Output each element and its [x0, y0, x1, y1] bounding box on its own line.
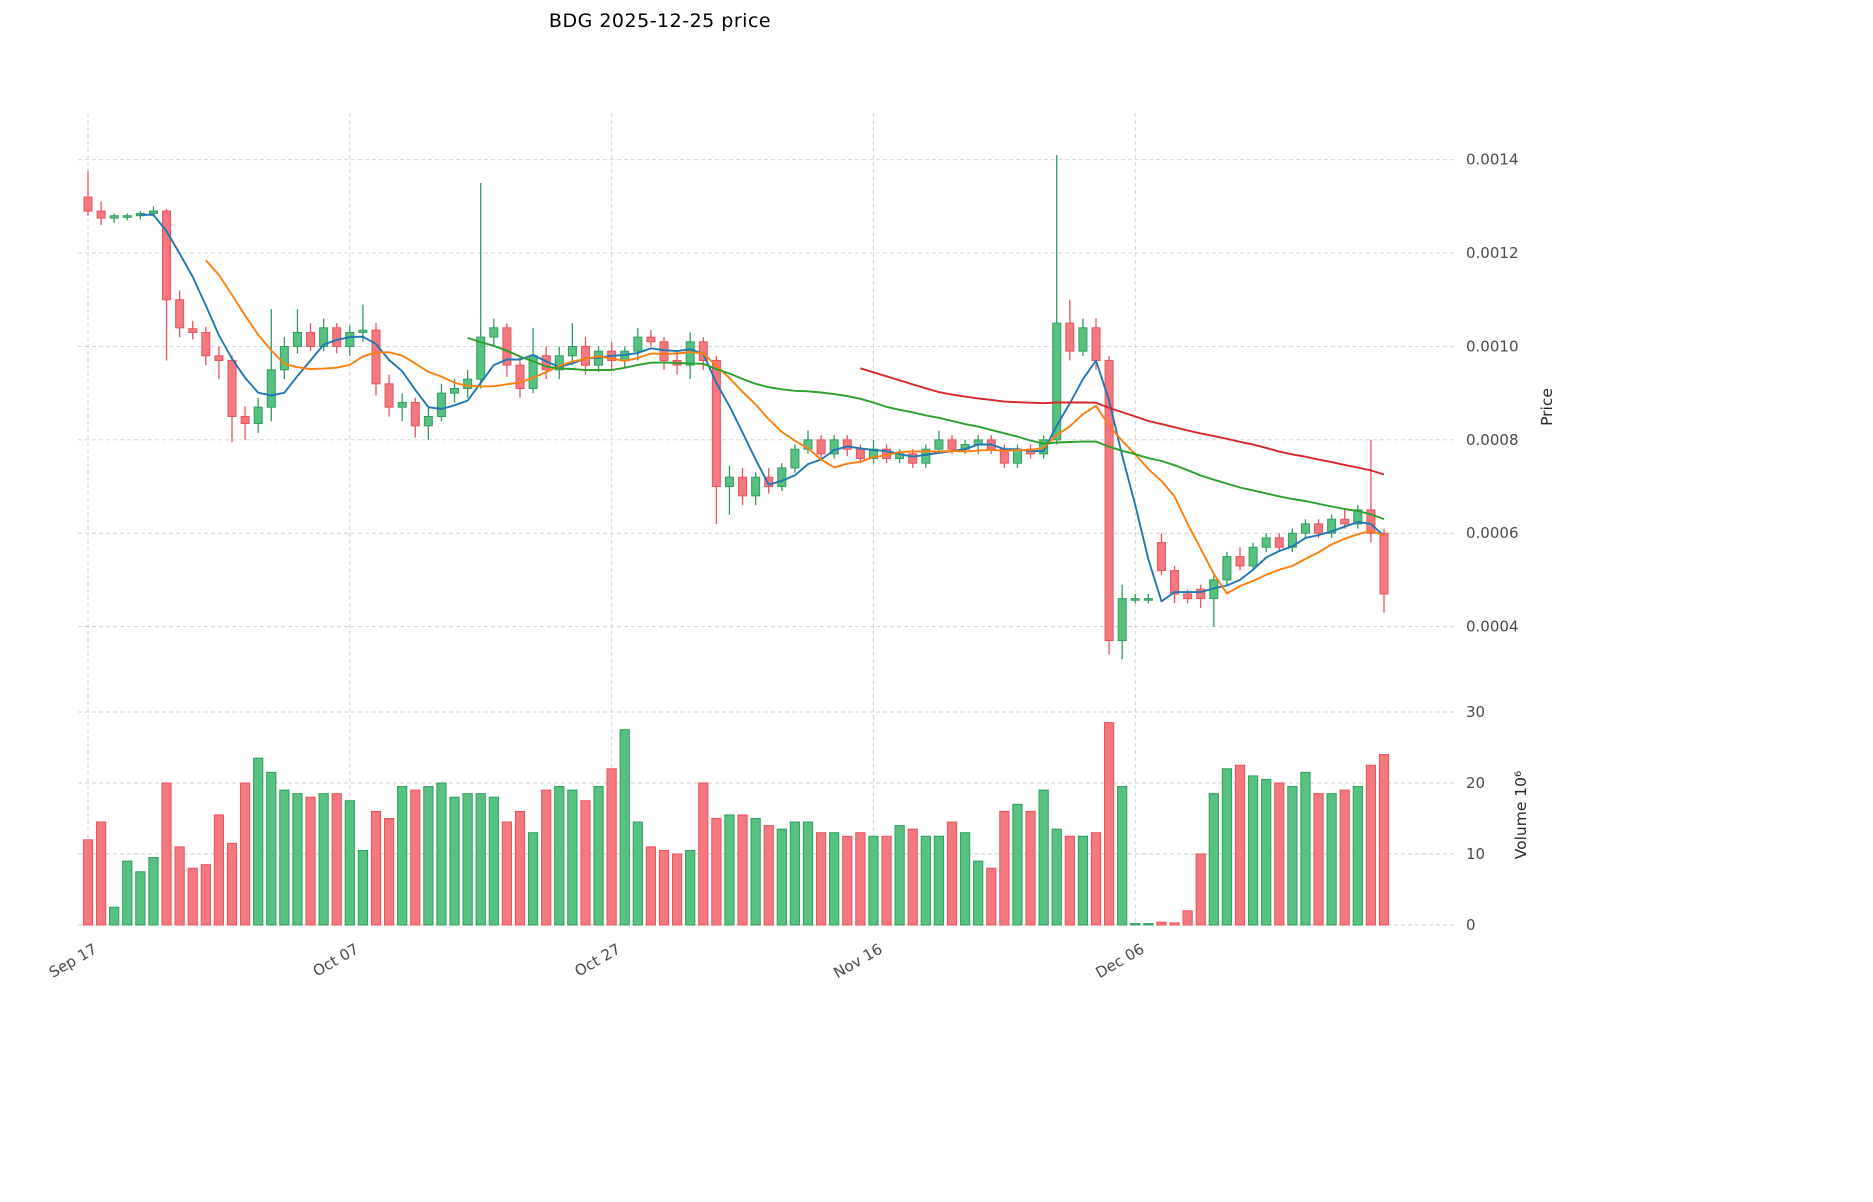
price-tick-label: 0.0012 [1466, 244, 1519, 262]
date-tick-label: Oct 07 [310, 940, 362, 980]
price-tick-label: 0.0004 [1466, 618, 1519, 636]
price-tick-labels: 0.0004 0.0006 0.0008 0.0010 0.0012 0.0014 [1466, 151, 1519, 636]
ma-line-MA10 [205, 259, 1385, 595]
date-tick-label: Nov 16 [830, 940, 885, 982]
volume-tick-label: 0 [1466, 916, 1476, 934]
ma-line-MA30 [467, 336, 1385, 520]
price-axis-label: Price [1538, 388, 1556, 426]
volume-tick-label: 30 [1466, 703, 1485, 721]
date-tick-label: Dec 06 [1092, 940, 1147, 982]
volume-tick-label: 20 [1466, 774, 1485, 792]
volume-tick-label: 10 [1466, 845, 1485, 863]
ma-line-MA5 [140, 213, 1385, 603]
date-tick-label: Sep 17 [46, 940, 100, 982]
price-tick-label: 0.0006 [1466, 524, 1519, 542]
price-tick-label: 0.0008 [1466, 431, 1519, 449]
volume-axis-label: Volume 10⁶ [1512, 770, 1530, 860]
volume-tick-labels: 0 10 20 30 [1466, 703, 1485, 934]
price-tick-label: 0.0010 [1466, 337, 1519, 355]
ma-line-MA60 [860, 367, 1385, 476]
date-tick-labels: Sep 17 Oct 07 Oct 27 Nov 16 Dec 06 [46, 940, 1147, 982]
moving-average-lines-layer [140, 213, 1385, 603]
candle-bodies-layer [83, 196, 1389, 642]
candle-wicks-layer [87, 155, 1385, 660]
chart-title: BDG 2025-12-25 price [548, 10, 772, 32]
volume-bars-layer [82, 722, 1390, 926]
price-tick-label: 0.0014 [1466, 151, 1519, 169]
date-tick-label: Oct 27 [572, 940, 624, 980]
